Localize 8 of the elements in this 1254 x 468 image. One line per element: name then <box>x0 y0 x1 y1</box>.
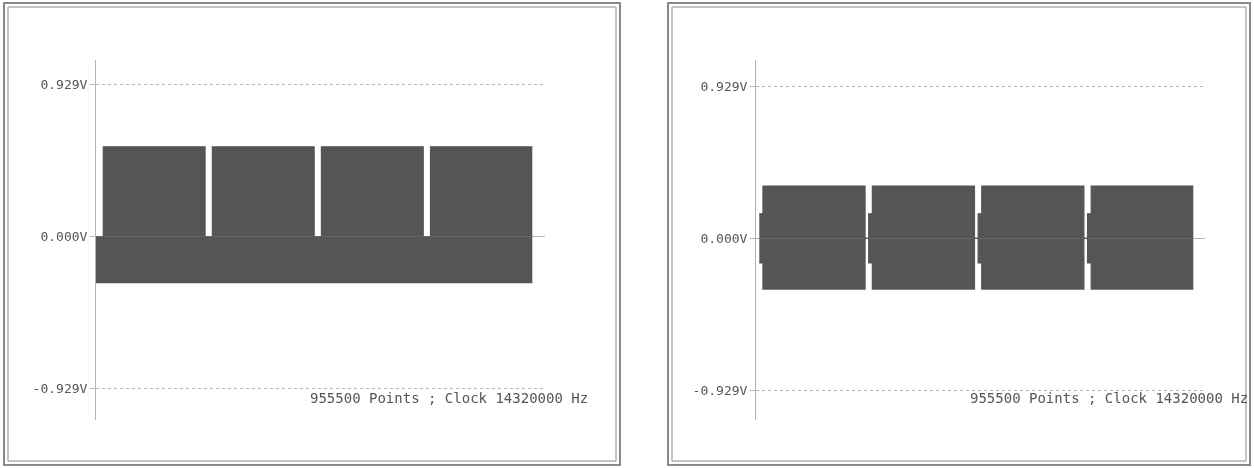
y-tick-label: 0.000V <box>40 229 88 245</box>
y-tick-label: 0.000V <box>700 230 748 246</box>
y-tick-label: -0.929V <box>32 381 88 397</box>
y-tick-label: -0.929V <box>692 382 748 398</box>
y-tick-label: 0.929V <box>700 78 748 94</box>
annotation: 955500 Points ; Clock 14320000 Hz <box>310 390 589 406</box>
y-tick-label: 0.929V <box>40 77 88 93</box>
annotation: 955500 Points ; Clock 14320000 Hz <box>970 390 1249 406</box>
